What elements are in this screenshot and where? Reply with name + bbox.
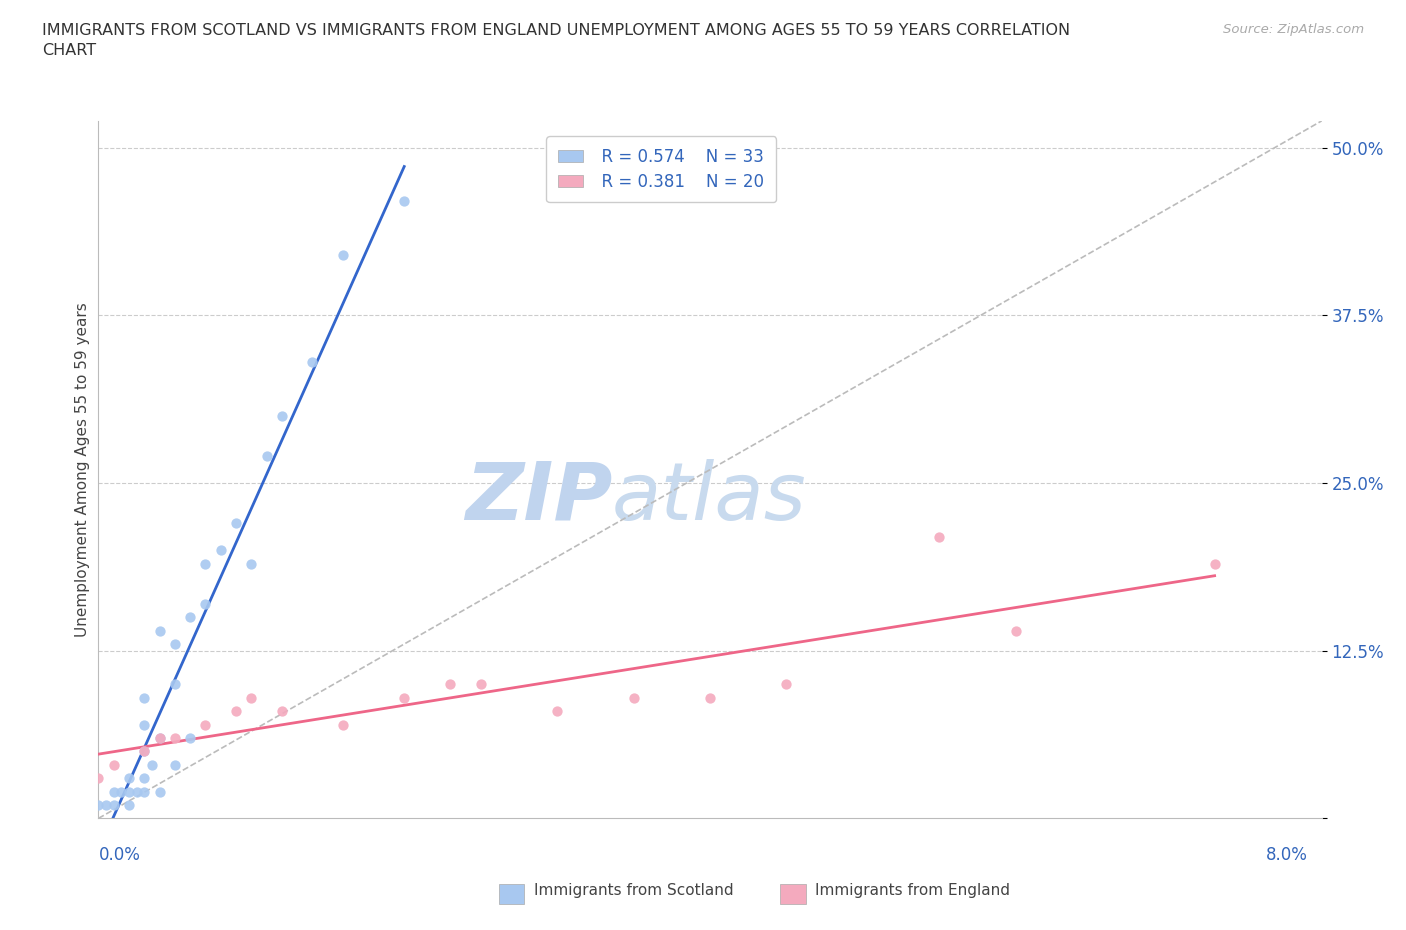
Point	[149, 730, 172, 745]
Point	[623, 690, 645, 705]
Point	[1004, 623, 1026, 638]
Text: Immigrants from Scotland: Immigrants from Scotland	[534, 883, 734, 897]
Point	[179, 730, 201, 745]
Point	[209, 543, 232, 558]
Point	[392, 690, 416, 705]
Point	[470, 677, 492, 692]
Point	[194, 556, 217, 571]
Point	[141, 757, 163, 772]
Point	[256, 449, 278, 464]
Point	[194, 717, 217, 732]
Point	[134, 744, 156, 759]
Point	[546, 704, 568, 719]
Point	[163, 677, 186, 692]
Legend:   R = 0.574    N = 33,   R = 0.381    N = 20: R = 0.574 N = 33, R = 0.381 N = 20	[547, 136, 776, 202]
Point	[225, 704, 247, 719]
Point	[149, 623, 172, 638]
Point	[125, 784, 148, 799]
Point	[163, 730, 186, 745]
Text: IMMIGRANTS FROM SCOTLAND VS IMMIGRANTS FROM ENGLAND UNEMPLOYMENT AMONG AGES 55 T: IMMIGRANTS FROM SCOTLAND VS IMMIGRANTS F…	[42, 23, 1070, 58]
Point	[87, 771, 110, 786]
Point	[240, 690, 263, 705]
Point	[110, 784, 132, 799]
Point	[134, 717, 156, 732]
Point	[103, 798, 125, 813]
Point	[225, 516, 247, 531]
Point	[149, 784, 172, 799]
Point	[439, 677, 461, 692]
Point	[134, 771, 156, 786]
Point	[301, 355, 323, 370]
Point	[103, 757, 125, 772]
Point	[270, 408, 294, 423]
Point	[134, 784, 156, 799]
Text: 8.0%: 8.0%	[1265, 846, 1308, 864]
Text: atlas: atlas	[612, 458, 807, 537]
Point	[194, 596, 217, 611]
Point	[163, 757, 186, 772]
Text: Source: ZipAtlas.com: Source: ZipAtlas.com	[1223, 23, 1364, 36]
Point	[1204, 556, 1226, 571]
Point	[240, 556, 263, 571]
Text: Immigrants from England: Immigrants from England	[815, 883, 1011, 897]
Point	[118, 771, 141, 786]
Point	[179, 610, 201, 625]
Point	[87, 798, 110, 813]
Point	[775, 677, 797, 692]
Point	[94, 798, 117, 813]
Point	[163, 637, 186, 652]
Point	[392, 194, 416, 209]
Point	[134, 744, 156, 759]
Text: ZIP: ZIP	[465, 458, 612, 537]
Point	[134, 690, 156, 705]
Point	[103, 784, 125, 799]
Point	[270, 704, 294, 719]
Point	[332, 717, 354, 732]
Point	[699, 690, 721, 705]
Point	[118, 798, 141, 813]
Point	[149, 730, 172, 745]
Point	[332, 247, 354, 262]
Text: 0.0%: 0.0%	[98, 846, 141, 864]
Point	[928, 529, 950, 544]
Point	[118, 784, 141, 799]
Y-axis label: Unemployment Among Ages 55 to 59 years: Unemployment Among Ages 55 to 59 years	[75, 302, 90, 637]
